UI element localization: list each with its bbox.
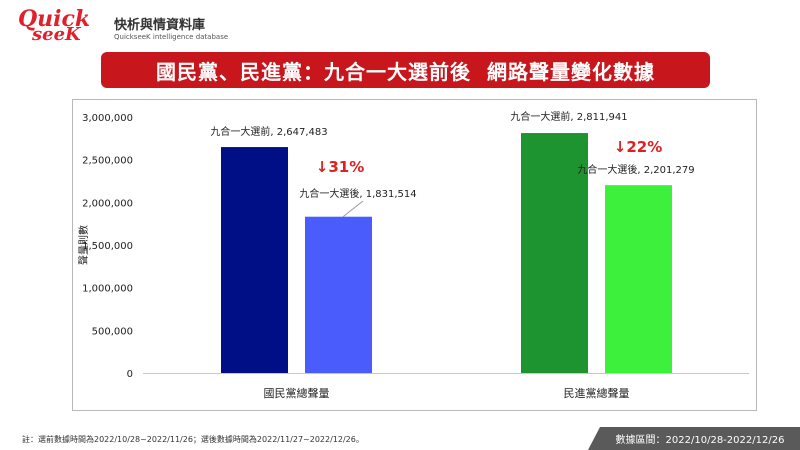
logo-name-cn: 快析與情資料庫 xyxy=(114,18,206,33)
logo-name-en: QuickseeK intelligence database xyxy=(114,33,229,41)
y-axis-title: 聲量則數 xyxy=(77,225,90,265)
bar-data-label: 九合一大選後, 1,831,514 xyxy=(299,187,416,200)
data-range-badge: 數據區間：2022/10/28-2022/12/26 xyxy=(600,427,800,450)
footer-note: 註：選前數據時間為2022/10/28~2022/11/26；選後數據時間為20… xyxy=(22,435,364,444)
y-tick-label: 1,000,000 xyxy=(82,284,133,295)
bar xyxy=(605,185,672,373)
change-annotation: ↓22% xyxy=(614,138,662,156)
quickseek-logo: Quick seeK 快析與情資料庫 QuickseeK intelligenc… xyxy=(18,6,228,48)
y-tick-label: 2,000,000 xyxy=(82,198,133,209)
bar-data-label: 九合一大選前, 2,647,483 xyxy=(210,125,327,138)
bar xyxy=(305,216,372,373)
bar-data-label: 九合一大選前, 2,811,941 xyxy=(510,110,627,123)
y-tick-label: 3,000,000 xyxy=(82,113,133,124)
bar-chart: 0 500,000 1,000,000 1,500,000 2,000,000 2,500… xyxy=(77,110,749,400)
bar xyxy=(521,133,588,373)
y-tick-label: 2,500,000 xyxy=(82,156,133,167)
logo-word-quick: Quick xyxy=(18,6,91,32)
bar-data-label: 九合一大選後, 2,201,279 xyxy=(577,163,694,176)
y-tick-label: 500,000 xyxy=(92,326,133,337)
x-category-label: 國民黨總聲量 xyxy=(264,386,330,400)
chart-frame: 0 500,000 1,000,000 1,500,000 2,000,000 2,500… xyxy=(72,99,757,411)
bar xyxy=(221,147,288,373)
logo-word-seek: seeK xyxy=(32,24,81,45)
y-tick-label: 0 xyxy=(127,369,133,380)
page-title: 國民黨、民進黨：九合一大選前後 網路聲量變化數據 xyxy=(156,59,655,84)
change-annotation: ↓31% xyxy=(316,158,364,176)
x-category-label: 民進黨總聲量 xyxy=(564,386,630,400)
data-label-leader-line xyxy=(342,200,364,218)
y-tick-label: 1,500,000 xyxy=(82,241,133,252)
title-banner: 國民黨、民進黨：九合一大選前後 網路聲量變化數據 xyxy=(101,52,710,88)
footer-range-corner xyxy=(588,427,600,450)
